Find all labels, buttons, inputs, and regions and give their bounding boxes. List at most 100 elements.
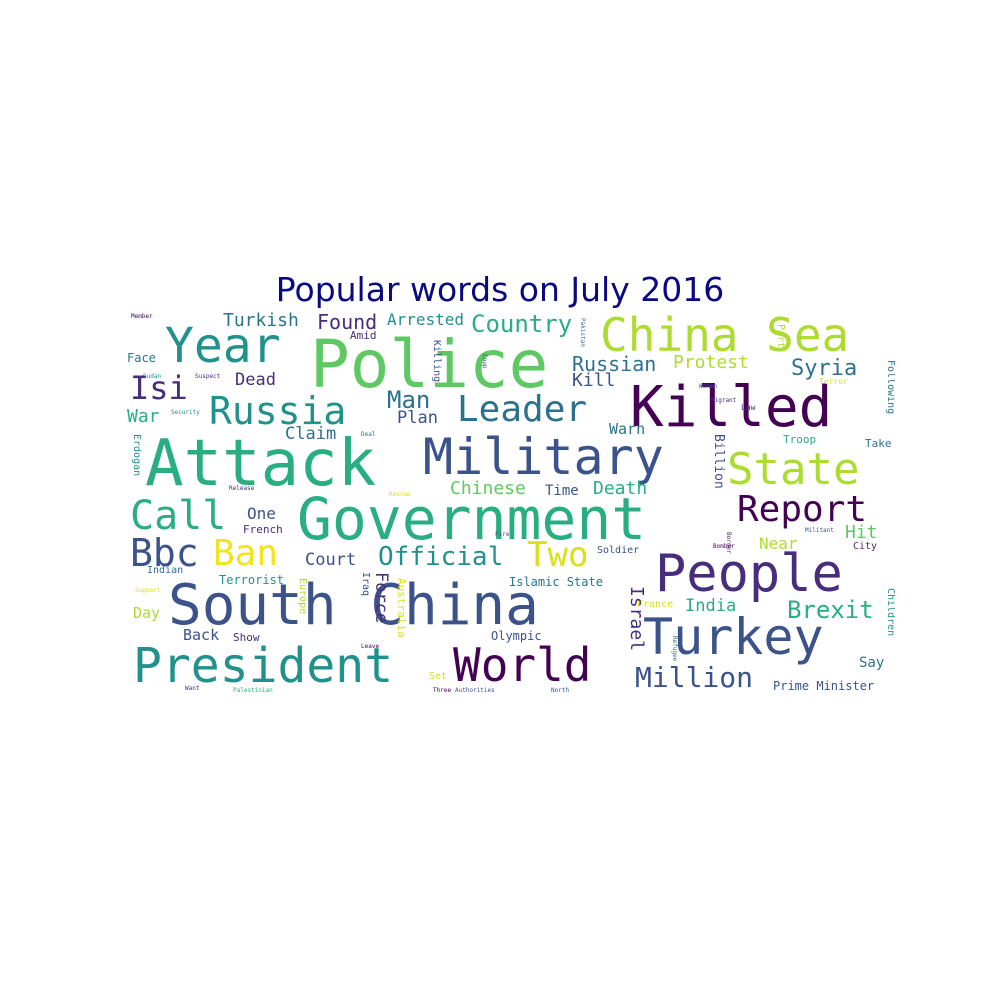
- word-say: Say: [859, 655, 885, 671]
- word-arrested: Arrested: [387, 310, 465, 329]
- word-million: Million: [635, 661, 754, 694]
- word-member: Member: [131, 313, 153, 320]
- word-city: City: [853, 541, 878, 552]
- word-north: North: [551, 687, 570, 694]
- word-one: One: [247, 504, 276, 523]
- word-prime-minister: Prime Minister: [773, 679, 875, 693]
- word-amid: Amid: [350, 329, 377, 342]
- word-time: Time: [545, 483, 579, 499]
- word-hit: Hit: [845, 522, 878, 543]
- word-war: War: [127, 406, 160, 427]
- word-official: Official: [378, 542, 504, 572]
- word-soldier: Soldier: [597, 545, 640, 556]
- word-day: Day: [133, 604, 161, 622]
- word-bomber: Bomber: [713, 543, 735, 550]
- word-syria: Syria: [791, 356, 858, 381]
- word-deal: Deal: [361, 431, 376, 438]
- word-near: Near: [759, 534, 798, 553]
- word-suspect: Suspect: [195, 373, 221, 380]
- word-want: Want: [185, 685, 200, 692]
- word-protest: Protest: [673, 352, 749, 373]
- word-world: World: [453, 638, 592, 692]
- word-leader: Leader: [457, 389, 588, 430]
- word-erdogan: Erdogan: [131, 434, 142, 477]
- word-found: Found: [317, 310, 378, 334]
- word-indian: Indian: [147, 565, 184, 576]
- word-border: Border: [725, 532, 732, 554]
- word-killed: Killed: [630, 375, 833, 440]
- word-china-sea: China Sea: [600, 310, 850, 362]
- word-authorities: Authorities: [455, 687, 495, 694]
- word-olympic: Olympic: [491, 629, 542, 643]
- word-france: France: [637, 599, 674, 610]
- word-turkey: Turkey: [643, 608, 824, 666]
- word-ban: Ban: [213, 533, 279, 574]
- word-russia: Russia: [209, 389, 347, 433]
- word-security: Security: [171, 409, 200, 416]
- word-following: Following: [885, 360, 895, 415]
- word-brexit: Brexit: [787, 596, 874, 624]
- word-plan: Plan: [397, 408, 438, 428]
- word-kill: Kill: [572, 370, 616, 391]
- word-turkish: Turkish: [223, 310, 299, 331]
- word-three: Three: [433, 687, 452, 694]
- word-russian: Russian: [572, 352, 657, 376]
- word-take: Take: [865, 437, 892, 450]
- word-people: People: [655, 544, 843, 604]
- word-show: Show: [233, 631, 260, 644]
- word-militant: Militant: [805, 527, 834, 534]
- word-rescue: Rescue: [389, 491, 411, 498]
- word-force: Force: [371, 572, 391, 624]
- word-country: Country: [471, 310, 573, 338]
- word-migrant: Migrant: [711, 397, 737, 404]
- word-law: Law: [741, 403, 756, 412]
- word-women: Women: [699, 383, 718, 390]
- page-title: Popular words on July 2016: [275, 270, 725, 309]
- word-set: Set: [429, 671, 448, 682]
- word-court: Court: [305, 550, 357, 570]
- word-face: Face: [127, 351, 156, 365]
- word-bbc: Bbc: [130, 531, 199, 575]
- word-killing: Killing: [431, 340, 442, 383]
- word-south-china: South China: [168, 573, 539, 638]
- word-billion: Billion: [711, 434, 726, 489]
- word-support: Support: [135, 587, 161, 594]
- word-state: State: [727, 444, 860, 495]
- word-death: Death: [593, 478, 648, 499]
- word-australia: Australia: [395, 578, 408, 638]
- word-leave: Leave: [361, 643, 380, 650]
- word-attack: Attack: [145, 427, 377, 501]
- word-two: Two: [527, 535, 589, 575]
- word-french: French: [243, 523, 283, 536]
- word-report: Report: [737, 489, 868, 530]
- word-warn: Warn: [609, 420, 646, 438]
- word-refugee: Refugee: [671, 636, 678, 662]
- word-islamic-state: Islamic State: [509, 575, 603, 589]
- word-man: Man: [387, 386, 431, 414]
- word-israel: Israel: [626, 586, 647, 652]
- word-india: India: [685, 596, 737, 616]
- word-military: Military: [423, 428, 664, 486]
- word-europe: Europe: [297, 578, 308, 615]
- word-cloud: Police Attack Government South China Kil…: [125, 310, 895, 700]
- word-iraq: Iraq: [360, 572, 371, 597]
- word-part: Part: [775, 324, 786, 349]
- word-call: Call: [130, 493, 227, 539]
- word-troop: Troop: [783, 433, 817, 446]
- word-palestinian: Palestinian: [233, 687, 273, 694]
- word-release: Release: [229, 485, 255, 492]
- word-president: President: [133, 638, 394, 694]
- word-terrorist: Terrorist: [219, 573, 285, 587]
- word-dead: Dead: [235, 370, 276, 390]
- word-back: Back: [183, 626, 220, 644]
- word-sudan: Sudan: [143, 373, 162, 380]
- word-isi: Isi: [130, 369, 188, 407]
- word-police: Police: [310, 326, 549, 403]
- word-year: Year: [165, 318, 281, 374]
- word-terror: Terror: [819, 377, 848, 386]
- word-government: Government: [297, 485, 647, 553]
- word-coup: Coup: [481, 354, 488, 369]
- word-claim: Claim: [285, 424, 337, 444]
- word-pakistan: Pakistan: [579, 318, 586, 347]
- word-fire: Fire: [495, 531, 510, 538]
